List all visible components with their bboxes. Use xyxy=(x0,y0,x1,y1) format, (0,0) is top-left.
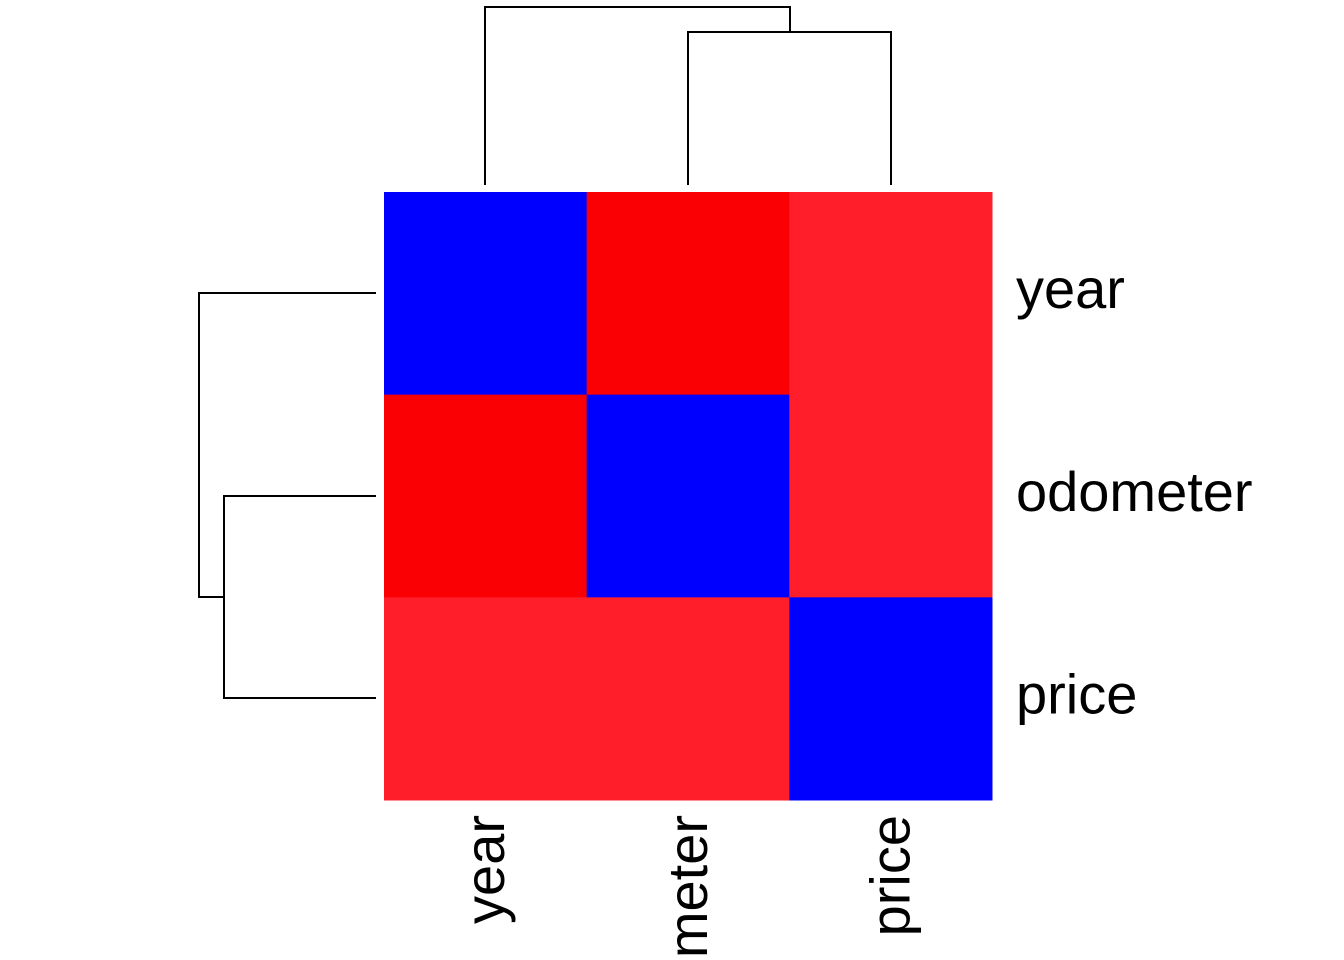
heatmap-cell xyxy=(384,597,588,801)
heatmap-cell xyxy=(384,394,588,598)
heatmap-cell xyxy=(586,597,790,801)
heatmap-cell xyxy=(586,394,790,598)
heatmap-cell xyxy=(789,192,993,396)
heatmap-cell xyxy=(586,192,790,396)
row-label: year xyxy=(1016,257,1125,320)
column-label: price xyxy=(858,815,921,936)
column-label: year xyxy=(453,815,516,924)
heatmap-cell xyxy=(384,192,588,396)
row-label: price xyxy=(1016,662,1137,725)
row-label: odometer xyxy=(1016,460,1253,523)
dendrogram-branch xyxy=(198,292,376,598)
heatmap-cell xyxy=(789,394,993,598)
row-dendrogram xyxy=(198,292,376,699)
column-label: odometer xyxy=(656,815,719,960)
heatmap-cell xyxy=(789,597,993,801)
dendrogram-branch xyxy=(223,495,376,699)
dendrogram-branch xyxy=(484,6,791,185)
dendrogram-branch xyxy=(687,31,892,185)
column-dendrogram xyxy=(484,6,892,185)
